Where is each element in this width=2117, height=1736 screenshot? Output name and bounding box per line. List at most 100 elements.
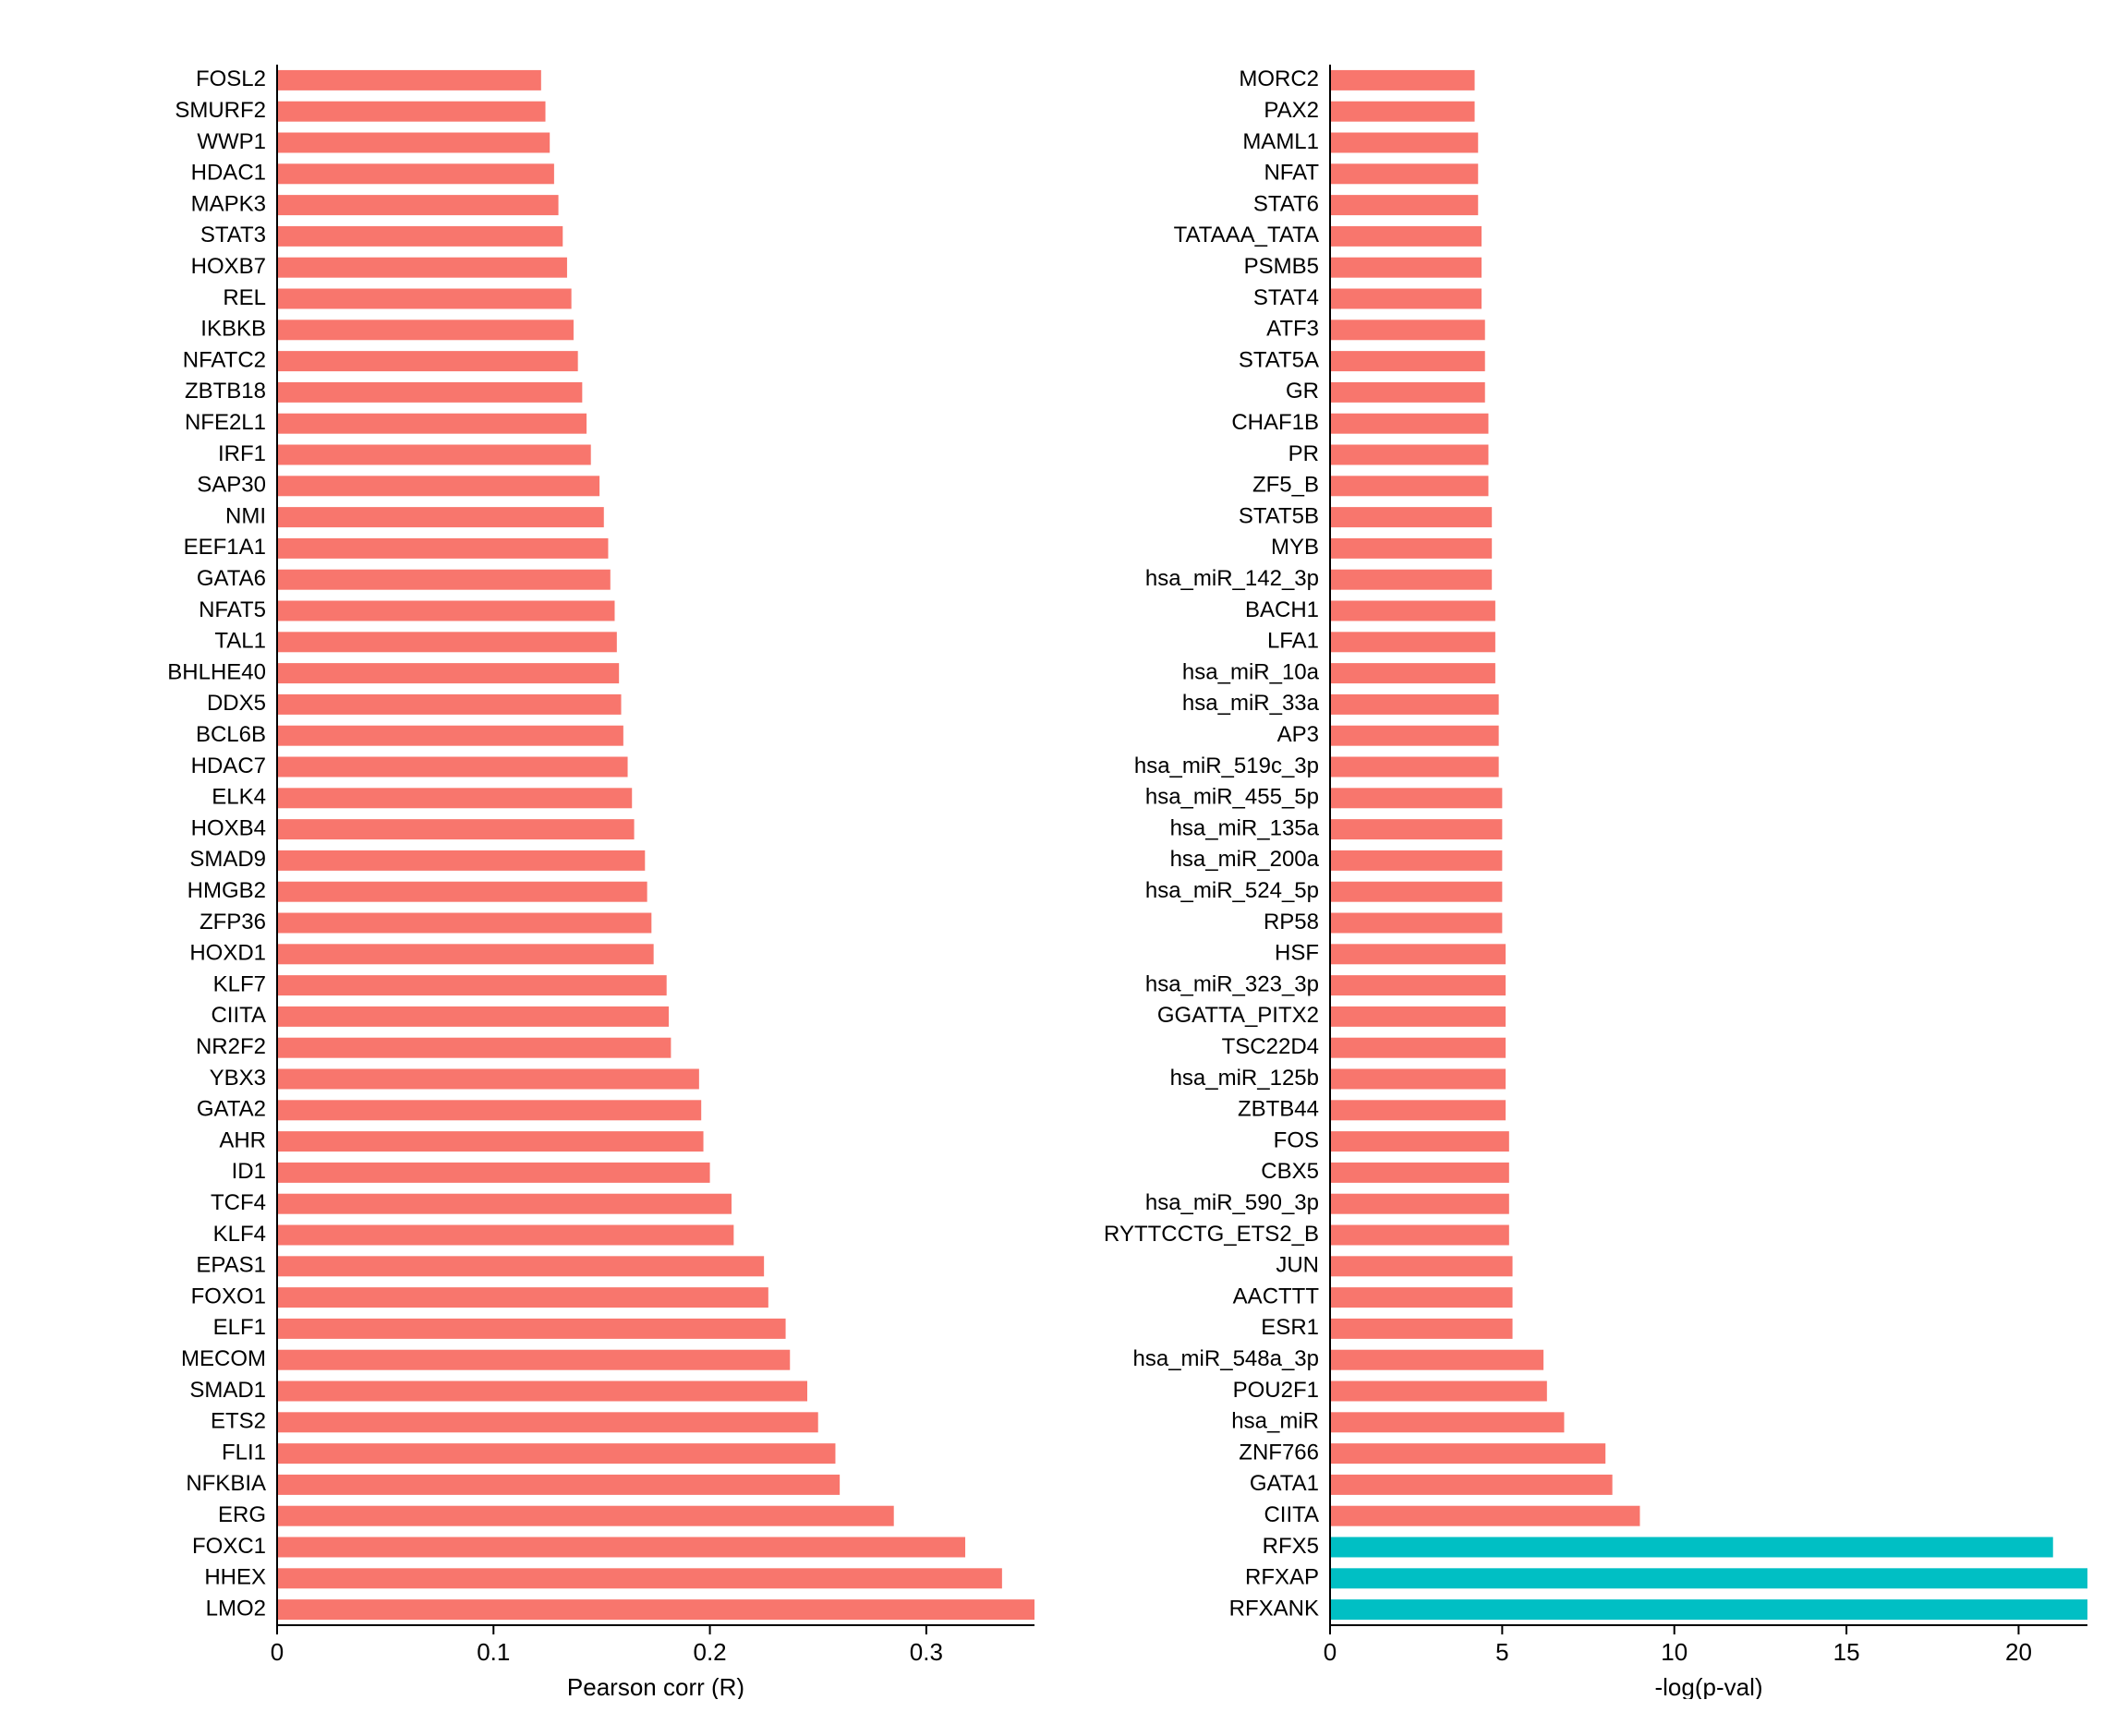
left-chart: FOSL2SMURF2WWP1HDAC1MAPK3STAT3HOXB7RELIK… [37,37,1053,1699]
y-tick-label: POU2F1 [1233,1378,1319,1403]
right-panel: MORC2PAX2MAML1NFATSTAT6TATAAA_TATAPSMB5S… [1090,37,2106,1699]
y-tick-label: NFAT [1264,161,1319,186]
y-tick-label: ESR1 [1261,1315,1319,1340]
y-tick-label: AP3 [1277,722,1319,747]
bar [277,1131,704,1151]
y-tick-label: SMURF2 [175,98,266,123]
bar [277,913,651,934]
y-tick-label: NFE2L1 [185,410,266,435]
bar [1330,975,1506,995]
y-tick-label: GGATTA_PITX2 [1157,1003,1319,1028]
bar [1330,1069,1506,1090]
y-tick-label: RP58 [1264,910,1319,934]
bar [277,1319,786,1339]
y-tick-label: RFXAP [1245,1565,1319,1590]
y-tick-label: HDAC7 [191,753,266,778]
y-tick-label: STAT5A [1239,347,1319,372]
bar [1330,663,1495,683]
bar [277,882,647,902]
bar [277,1100,701,1120]
y-tick-label: ZF5_B [1252,473,1319,498]
y-tick-label: HMGB2 [188,878,266,903]
y-tick-label: hsa_miR_323_3p [1145,971,1319,996]
bar [1330,1163,1509,1183]
bar [277,445,591,465]
bar [1330,788,1502,808]
y-tick-label: NFAT5 [199,597,266,622]
y-tick-label: NR2F2 [196,1034,266,1059]
y-tick-label: GATA1 [1250,1471,1319,1496]
y-tick-label: ETS2 [211,1409,266,1434]
y-tick-label: ELK4 [212,785,266,810]
bar [1330,757,1499,778]
bar [277,1163,710,1183]
bar [1330,1412,1564,1432]
bar [1330,1100,1506,1120]
bar [277,1287,768,1308]
y-tick-label: ATF3 [1266,317,1319,342]
bar [1330,538,1492,559]
y-tick-label: ZBTB18 [185,379,266,404]
x-tick-label: 10 [1661,1638,1688,1666]
bar [1330,1568,2087,1588]
bar [277,476,599,496]
bar [1330,944,1506,964]
y-tick-label: HOXD1 [189,941,266,966]
bar [1330,632,1495,652]
y-tick-label: hsa_miR_455_5p [1145,785,1319,810]
bar [277,944,654,964]
x-tick-label: 0.3 [910,1638,943,1666]
y-tick-label: hsa_miR_590_3p [1145,1190,1319,1215]
y-tick-label: SMAD9 [189,847,266,872]
y-tick-label: PAX2 [1264,98,1319,123]
bar [1330,414,1488,434]
y-tick-label: DDX5 [207,691,266,716]
y-tick-label: JUN [1276,1253,1319,1278]
y-tick-label: MYB [1271,535,1319,560]
y-tick-label: FOSL2 [196,66,266,91]
bar [1330,850,1502,871]
y-tick-label: RFX5 [1263,1534,1319,1559]
y-tick-label: STAT3 [200,223,266,247]
y-tick-label: BCL6B [196,722,266,747]
bar [277,694,622,715]
bar [1330,319,1485,340]
y-tick-label: GATA2 [197,1097,266,1122]
bar [1330,1506,1639,1526]
y-tick-label: hsa_miR_142_3p [1145,566,1319,591]
x-axis-label: Pearson corr (R) [567,1673,744,1699]
bar [1330,507,1492,527]
bar [1330,913,1502,934]
bar [277,570,611,590]
y-tick-label: KLF4 [213,1222,266,1247]
y-tick-label: TSC22D4 [1222,1034,1319,1059]
y-tick-label: LMO2 [206,1596,266,1621]
bar [277,1475,840,1495]
bar [1330,601,1495,621]
bar [277,163,554,184]
bar [277,1381,807,1402]
bar [277,1568,1002,1588]
bar [1330,382,1485,403]
y-tick-label: GR [1286,379,1319,404]
bar [277,70,541,90]
bar [1330,1194,1509,1214]
y-tick-label: FOXC1 [192,1534,266,1559]
y-tick-label: IRF1 [218,441,266,466]
bar [277,382,582,403]
y-tick-label: TCF4 [211,1190,266,1215]
bar [1330,1350,1543,1370]
bar [1330,195,1478,215]
y-tick-label: hsa_miR_125b [1170,1066,1319,1091]
bar [1330,258,1482,278]
bar [277,819,635,839]
bar [277,1256,764,1276]
y-tick-label: BHLHE40 [167,659,266,684]
y-tick-label: RFXANK [1229,1596,1319,1621]
bar [1330,1007,1506,1027]
bar [277,351,578,371]
x-tick-label: 20 [2005,1638,2032,1666]
y-tick-label: ZFP36 [200,910,266,934]
y-tick-label: SMAD1 [189,1378,266,1403]
y-tick-label: hsa_miR_135a [1170,815,1320,840]
